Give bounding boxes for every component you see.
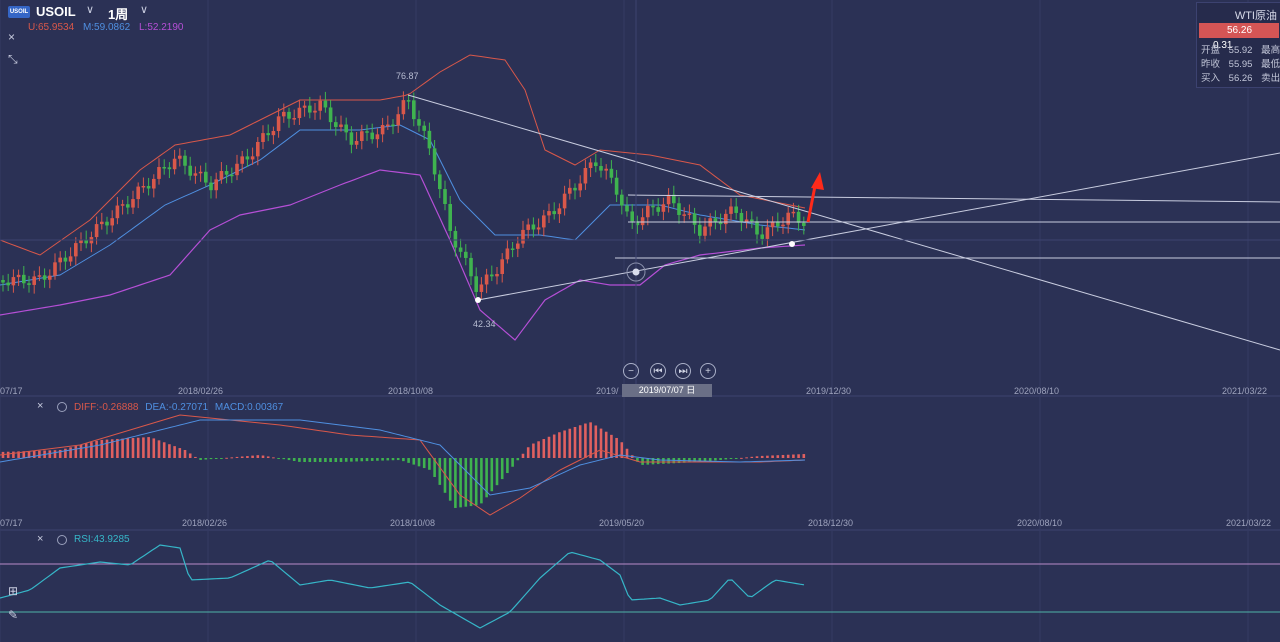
x-axis-label: 2018/12/30 xyxy=(808,518,854,528)
x-axis-label: 07/17 xyxy=(0,518,23,528)
quote-label: 最低 xyxy=(1261,59,1280,69)
pen-icon[interactable]: ✎ xyxy=(8,608,19,622)
quote-price: 56.26 xyxy=(1227,25,1253,36)
bollinger-upper-value: U:65.9534 xyxy=(28,22,75,33)
bollinger-lower-value: L:52.2190 xyxy=(138,22,184,33)
quote-label: 开盘 xyxy=(1201,45,1221,55)
x-axis-label: 2018/10/08 xyxy=(390,518,436,528)
high-annotation: 76.87 xyxy=(396,71,419,81)
x-axis-label: 07/17 xyxy=(0,386,23,396)
macd-dea-line xyxy=(0,419,806,496)
quote-label: 昨收 xyxy=(1201,59,1221,69)
rsi-line xyxy=(0,544,805,629)
chart-icon[interactable]: ⊞ xyxy=(8,584,19,598)
ascending-trendline[interactable] xyxy=(477,152,1280,301)
quote-label: 买入 xyxy=(1201,73,1221,83)
close-icon[interactable]: × xyxy=(37,400,44,412)
chevron-down-icon[interactable]: ∨ xyxy=(140,4,149,16)
macd-dea-value: DEA:-0.27071 xyxy=(145,402,209,413)
trendline-handle[interactable] xyxy=(475,297,481,303)
quote-title: WTI原油 xyxy=(1234,10,1277,22)
macd-value: MACD:0.00367 xyxy=(214,402,284,413)
macd-diff-value: DIFF:-0.26888 xyxy=(74,402,139,413)
symbol-selector[interactable]: USOIL xyxy=(36,4,76,19)
macd-histogram xyxy=(1,422,806,508)
chart-grid xyxy=(0,0,1249,642)
zoom-in-icon[interactable]: + xyxy=(700,363,716,379)
close-icon[interactable]: × xyxy=(37,533,44,545)
x-axis-label: 2020/08/10 xyxy=(1017,518,1063,528)
x-axis-label: 2018/10/08 xyxy=(388,386,434,396)
trendline-handle[interactable] xyxy=(789,241,795,247)
bollinger-values: U:65.9534 M:59.0862 L:52.2190 xyxy=(28,22,183,33)
bollinger-middle-line xyxy=(0,124,806,286)
symbol-logo: USOIL xyxy=(8,6,30,18)
x-axis-label: 2018/02/26 xyxy=(178,386,224,396)
quote-panel: WTI原油 56.26 0.31 开盘 55.92 最高 昨收 55.95 最低… xyxy=(1196,2,1280,88)
crosshair-date-tag: 2019/07/07 日 xyxy=(622,384,712,397)
macd-values: DIFF:-0.26888 DEA:-0.27071 MACD:0.00367 xyxy=(74,402,283,413)
quote-row: 买入 56.26 卖出 xyxy=(1201,70,1280,83)
crosshair-marker[interactable] xyxy=(626,262,646,282)
skip-start-icon[interactable]: ⏮ xyxy=(650,363,666,379)
quote-price-bar: 56.26 0.31 xyxy=(1199,23,1279,51)
x-axis-label: 2019/05/20 xyxy=(599,518,645,528)
x-axis-label: 2021/03/22 xyxy=(1226,518,1272,528)
chart-header: USOIL USOIL ∨ 1周 ∨ xyxy=(0,0,900,22)
zoom-out-icon[interactable]: − xyxy=(623,363,639,379)
quote-change: 0.31 xyxy=(1213,40,1233,51)
bollinger-middle-value: M:59.0862 xyxy=(82,22,131,33)
candlestick-series xyxy=(1,91,806,300)
quote-row: 开盘 55.92 最高 xyxy=(1201,42,1280,55)
drawn-trendlines[interactable] xyxy=(0,0,1280,396)
collapse-icon[interactable]: ⤡ xyxy=(8,52,18,66)
skip-end-icon[interactable]: ⏭ xyxy=(675,363,691,379)
quote-label: 最高 xyxy=(1261,45,1280,55)
quote-value: 55.92 xyxy=(1228,45,1253,55)
quote-label: 卖出 xyxy=(1261,73,1280,83)
x-axis-label: 2019/ xyxy=(596,386,619,396)
resistance-line[interactable] xyxy=(627,194,1280,203)
rsi-value: RSI:43.9285 xyxy=(74,534,130,545)
settings-gear-icon[interactable] xyxy=(57,535,67,545)
low-annotation: 42.34 xyxy=(473,319,496,329)
x-axis-label: 2020/08/10 xyxy=(1014,386,1060,396)
forecast-arrow-icon xyxy=(806,172,824,223)
bollinger-upper-line xyxy=(0,54,806,256)
chevron-down-icon[interactable]: ∨ xyxy=(86,4,95,16)
settings-gear-icon[interactable] xyxy=(57,402,67,412)
crosshair-marker-dot xyxy=(632,268,640,276)
quote-row: 昨收 55.95 最低 xyxy=(1201,56,1280,69)
bollinger-lower-line xyxy=(0,169,806,341)
x-axis-label: 2018/02/26 xyxy=(182,518,228,528)
period-selector[interactable]: 1周 xyxy=(108,7,129,22)
macd-diff-line xyxy=(0,414,806,516)
quote-value: 55.95 xyxy=(1228,59,1253,69)
x-axis-label: 2019/12/30 xyxy=(806,386,852,396)
quote-value: 56.26 xyxy=(1228,73,1253,83)
close-icon[interactable]: × xyxy=(8,30,16,44)
x-axis-label: 2021/03/22 xyxy=(1222,386,1268,396)
